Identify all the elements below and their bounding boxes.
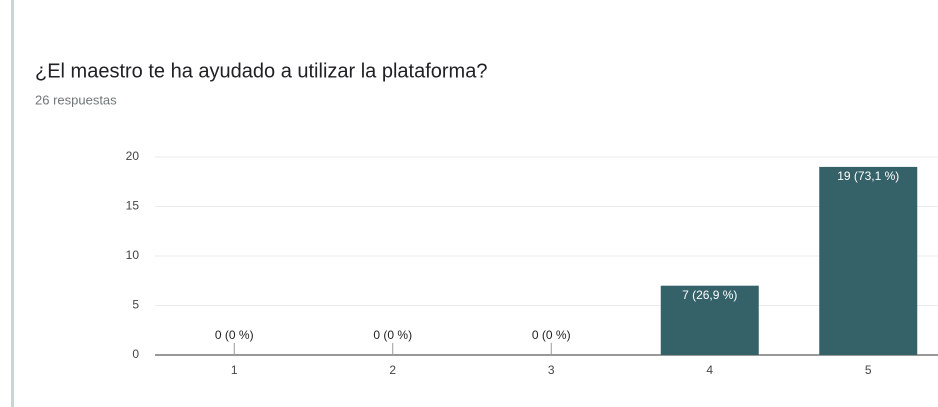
y-tick-label: 10 <box>126 248 140 262</box>
bar <box>819 166 918 355</box>
y-tick-label: 20 <box>126 149 140 163</box>
y-tick-label: 0 <box>132 347 139 361</box>
card-border <box>11 0 14 407</box>
bar <box>660 285 759 355</box>
x-tick-label: 1 <box>231 363 238 377</box>
data-label: 0 (0 %) <box>373 328 412 342</box>
data-label: 0 (0 %) <box>532 328 571 342</box>
chart-title: ¿El maestro te ha ayudado a utilizar la … <box>35 60 487 82</box>
x-tick-label: 3 <box>548 363 555 377</box>
x-tick-label: 4 <box>706 363 713 377</box>
data-label: 7 (26,9 %) <box>682 288 737 302</box>
y-tick-label: 15 <box>126 199 140 213</box>
y-tick-label: 5 <box>132 298 139 312</box>
x-tick-label: 5 <box>865 363 872 377</box>
data-label: 19 (73,1 %) <box>837 169 899 183</box>
x-tick-label: 2 <box>389 363 396 377</box>
data-label: 0 (0 %) <box>215 328 254 342</box>
chart-subtitle: 26 respuestas <box>35 92 117 107</box>
